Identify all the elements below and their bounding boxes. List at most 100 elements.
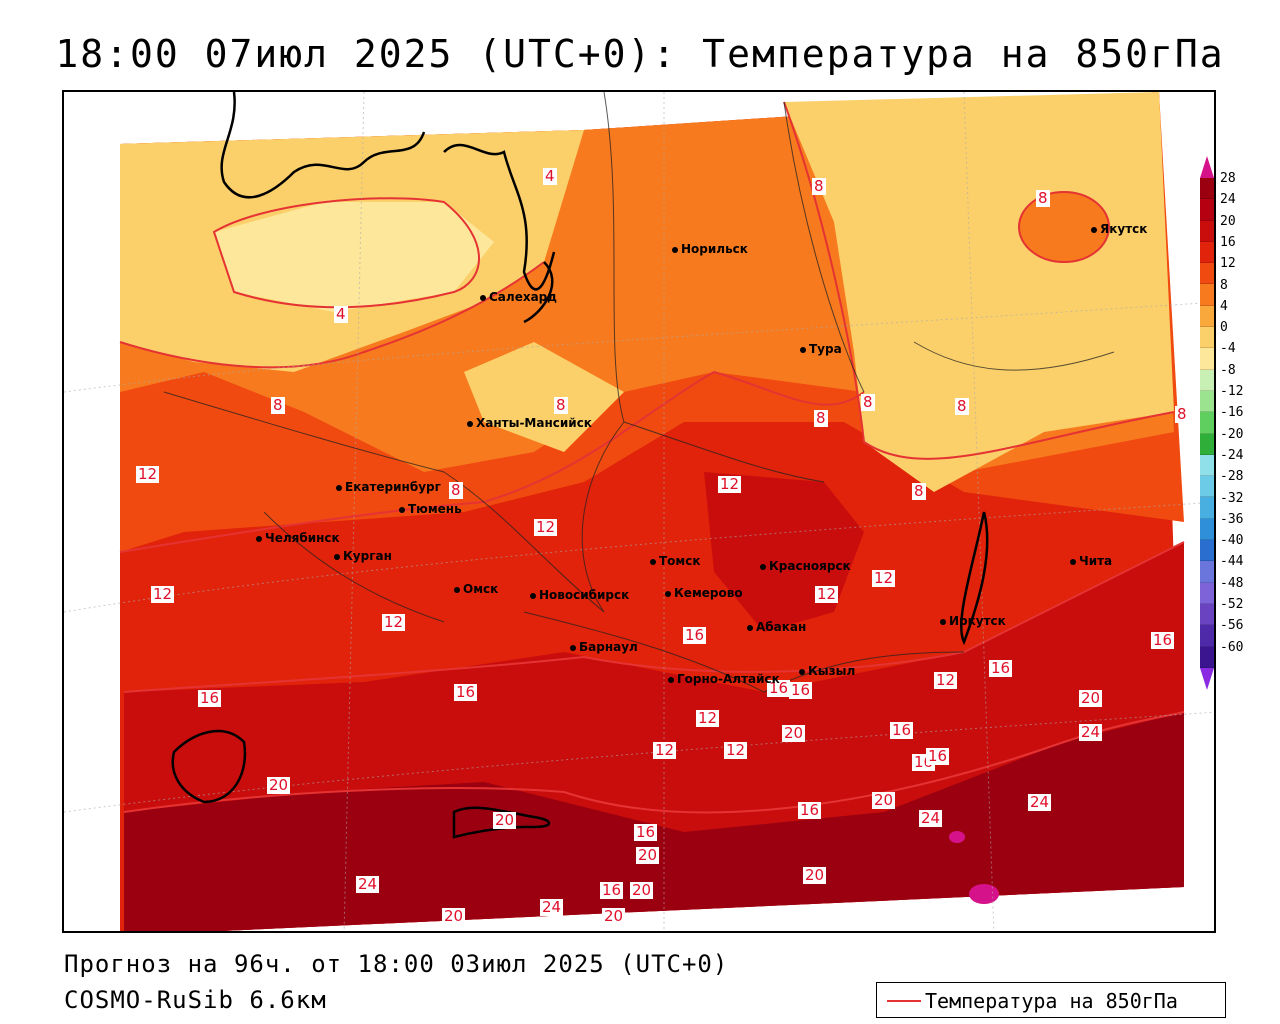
contour-label: 4 — [543, 167, 557, 185]
scale-tick-label: -60 — [1220, 639, 1244, 655]
scale-tick-label: -16 — [1220, 405, 1244, 421]
contour-label: 20 — [1079, 689, 1103, 707]
scale-cell — [1200, 582, 1214, 604]
scale-tick-label: -48 — [1220, 575, 1244, 591]
legend-isoline-icon — [887, 1000, 921, 1002]
city-name: Барнаул — [579, 640, 638, 654]
contour-label: 24 — [1028, 793, 1052, 811]
scale-cell — [1200, 305, 1214, 328]
scale-cell — [1200, 476, 1214, 498]
scale-tick-label: -24 — [1220, 447, 1244, 463]
contour-label: 20 — [493, 811, 517, 829]
scale-tick-label: 20 — [1220, 213, 1236, 229]
scale-tick-label: -56 — [1220, 618, 1244, 634]
city-name: Новосибирск — [539, 588, 630, 602]
city-marker-icon — [799, 668, 805, 675]
city-abakan: Абакан — [747, 620, 806, 634]
contour-label: 8 — [814, 409, 828, 427]
city-name: Тюмень — [408, 502, 462, 516]
city-krasnoyarsk: Красноярск — [760, 559, 851, 573]
scale-cell — [1200, 199, 1214, 221]
scale-cell — [1200, 497, 1214, 519]
scale-tick-label: -4 — [1220, 341, 1236, 357]
city-marker-icon — [530, 592, 536, 599]
city-name: Абакан — [756, 620, 807, 634]
scale-cell — [1200, 241, 1214, 264]
scale-tick-label: 4 — [1220, 298, 1228, 314]
city-marker-icon — [256, 535, 262, 542]
contour-label: 20 — [602, 907, 626, 925]
scale-tick-label: 0 — [1220, 320, 1228, 336]
city-chelyabinsk: Челябинск — [256, 531, 340, 545]
city-name: Тура — [809, 342, 842, 356]
contour-label: 16 — [798, 801, 822, 819]
scale-cell — [1200, 220, 1214, 242]
city-barnaul: Барнаул — [570, 640, 638, 654]
contour-label: 8 — [449, 481, 463, 499]
contour-label: 16 — [454, 683, 478, 701]
city-marker-icon — [399, 506, 405, 513]
city-marker-icon — [668, 676, 674, 683]
contour-label: 12 — [534, 518, 558, 536]
scale-tick-label: -8 — [1220, 362, 1236, 378]
city-name: Челябинск — [265, 531, 340, 545]
contour-label: 16 — [890, 721, 914, 739]
contour-label: 16 — [989, 659, 1013, 677]
city-marker-icon — [454, 586, 460, 593]
contour-label: 8 — [554, 396, 568, 414]
scale-cell — [1200, 263, 1214, 285]
legend-label: Температура на 850гПа — [925, 989, 1178, 1013]
contour-label: 12 — [724, 741, 748, 759]
scale-cell — [1200, 390, 1214, 413]
scale-cell — [1200, 178, 1214, 200]
contour-label: 20 — [267, 776, 291, 794]
scale-cell — [1200, 561, 1214, 583]
scale-tick-label: 28 — [1220, 171, 1236, 186]
contour-label: 12 — [151, 585, 175, 603]
city-tyumen: Тюмень — [399, 502, 462, 516]
contour-label: 12 — [934, 671, 958, 689]
scale-tick-label: -20 — [1220, 426, 1244, 442]
scale-tick-label: 16 — [1220, 234, 1236, 250]
scale-cell — [1200, 454, 1214, 477]
contour-label: 24 — [1079, 723, 1103, 741]
city-marker-icon — [1070, 558, 1076, 565]
contour-label: 20 — [782, 724, 806, 742]
scale-cell — [1200, 327, 1214, 349]
city-gorno-altaysk: Горно-Алтайск — [668, 672, 780, 686]
scale-cell — [1200, 625, 1214, 647]
scale-tick-label: -12 — [1220, 384, 1244, 400]
scale-cell — [1200, 284, 1214, 306]
city-marker-icon — [760, 563, 766, 570]
city-marker-icon — [650, 558, 656, 565]
color-scale: 28 24 20 16 12 8 4 0 -4 -8 -12 -16 -20 -24 -28 -32 -36 -4… — [1196, 156, 1280, 692]
city-omsk: Омск — [454, 582, 498, 596]
city-tomsk: Томск — [650, 554, 701, 568]
city-marker-icon — [334, 553, 340, 560]
contour-label: 20 — [872, 791, 896, 809]
contour-label: 16 — [1151, 631, 1175, 649]
city-marker-icon — [800, 346, 806, 353]
contour-label: 12 — [382, 613, 406, 631]
city-chita: Чита — [1070, 554, 1112, 568]
city-yakutsk: Якутск — [1091, 222, 1147, 236]
scale-bar — [1200, 178, 1214, 668]
contour-label: 24 — [540, 898, 564, 916]
contour-label: 16 — [683, 626, 707, 644]
map-area: 4 4 8 8 8 8 8 8 8 8 8 8 12 12 12 12 12 1… — [62, 90, 1216, 933]
scale-min-arrow-icon — [1200, 668, 1214, 690]
city-irkutsk: Иркутск — [940, 614, 1006, 628]
city-khanty-mansiysk: Ханты-Мансийск — [467, 416, 592, 430]
city-name: Кемерово — [674, 586, 743, 600]
city-kurgan: Курган — [334, 549, 392, 563]
scale-tick-label: -28 — [1220, 469, 1244, 485]
contour-label: 16 — [789, 681, 813, 699]
contour-label: 16 — [600, 881, 624, 899]
scale-cell — [1200, 518, 1214, 541]
contour-label: 8 — [912, 482, 926, 500]
city-novosibirsk: Новосибирск — [530, 588, 629, 602]
contour-label: 24 — [356, 875, 380, 893]
scale-tick-label: -36 — [1220, 511, 1244, 527]
scale-cell — [1200, 433, 1214, 455]
city-marker-icon — [570, 644, 576, 651]
